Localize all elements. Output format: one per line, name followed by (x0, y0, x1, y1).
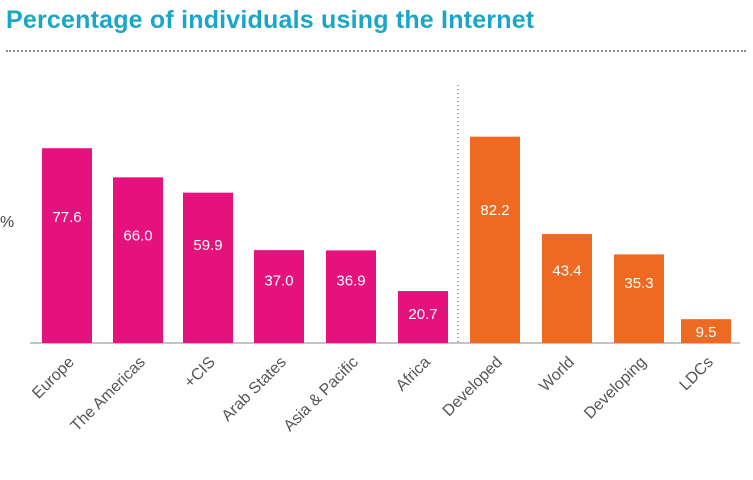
bar-9 (681, 319, 731, 343)
bar-3 (254, 250, 304, 343)
category-label-5: Africa (393, 354, 434, 395)
bar-6 (470, 136, 520, 343)
chart-title: Percentage of individuals using the Inte… (6, 6, 535, 34)
bar-value-label-3: 37.0 (264, 272, 293, 289)
bar-value-label-2: 59.9 (193, 237, 222, 254)
bar-value-label-8: 35.3 (624, 275, 653, 292)
bar-value-label-4: 36.9 (336, 273, 365, 290)
bar-5 (398, 291, 448, 343)
value-labels-layer: 77.6 66.0 59.9 37.0 36.9 20.7 82.2 43.4 35.3 9.5 (52, 202, 716, 341)
category-label-0: Europe (29, 354, 78, 403)
category-label-4: Asia & Pacific (281, 354, 362, 435)
bar-7 (542, 234, 592, 343)
category-label-7: World (536, 354, 577, 395)
bar-4 (326, 250, 376, 343)
bar-value-label-1: 66.0 (123, 227, 152, 244)
bar-8 (614, 254, 664, 343)
bars-layer (42, 136, 731, 343)
category-label-9: LDCs (677, 354, 717, 394)
category-label-3: Arab States (219, 354, 290, 425)
category-label-8: Developing (581, 354, 650, 423)
category-label-2: +CIS (181, 354, 218, 391)
y-axis-unit-label: % (0, 214, 15, 231)
bar-value-label-6: 82.2 (480, 202, 509, 219)
bar-2 (183, 192, 233, 343)
bar-1 (113, 177, 163, 343)
bar-0 (42, 148, 92, 343)
bar-value-label-7: 43.4 (552, 262, 581, 279)
category-label-1: The Americas (68, 354, 149, 435)
category-label-6: Developed (440, 354, 506, 420)
title-divider (6, 50, 746, 52)
bar-value-label-0: 77.6 (52, 209, 81, 226)
bar-value-label-9: 9.5 (696, 324, 717, 341)
bar-value-label-5: 20.7 (408, 306, 437, 323)
